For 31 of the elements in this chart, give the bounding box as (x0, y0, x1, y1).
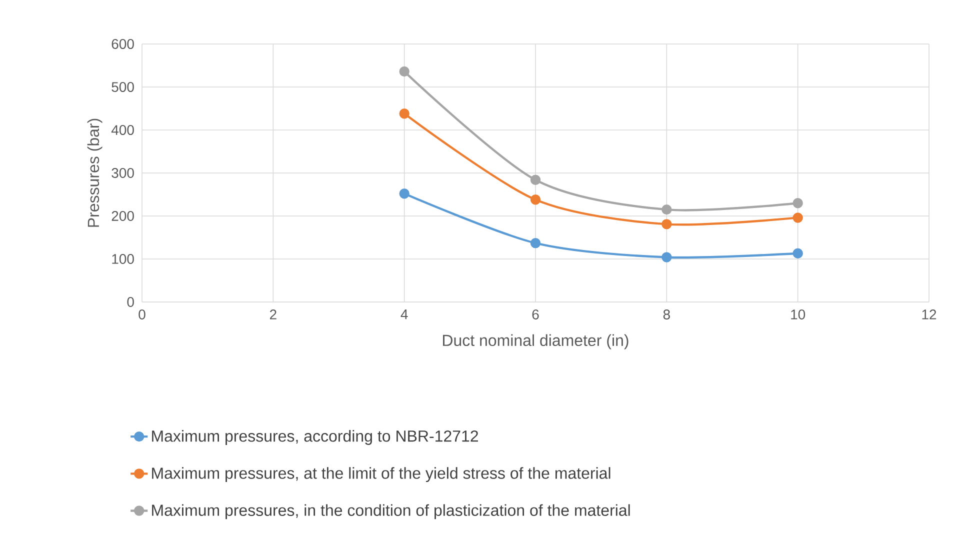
y-tick-label: 500 (112, 82, 134, 92)
point (662, 219, 672, 230)
y-tick-label: 300 (112, 168, 134, 178)
point (530, 238, 541, 248)
y-tick-label: 200 (112, 211, 134, 221)
legend-label: Maximum pressures, according to NBR-12712 (152, 430, 478, 445)
point (792, 248, 803, 259)
x-tick-label: 2 (270, 310, 276, 320)
y-axis-title: Pressures (bar) (87, 118, 102, 227)
point (662, 204, 672, 215)
y-tick-label: 600 (112, 39, 134, 49)
y-tick-label: 100 (112, 254, 134, 264)
point (399, 108, 410, 119)
point (399, 188, 410, 199)
x-tick-label: 6 (532, 310, 539, 320)
point (530, 174, 541, 185)
point (792, 212, 803, 223)
x-tick-label: 10 (791, 310, 806, 320)
point (399, 66, 410, 77)
point (530, 194, 541, 205)
legend-label: Maximum pressures, in the condition of plasticization of the material (152, 504, 630, 520)
x-tick-label: 0 (138, 310, 146, 320)
x-tick-label: 4 (400, 310, 408, 320)
y-tick-label: 0 (127, 297, 134, 307)
x-tick-label: 12 (922, 310, 936, 320)
point (662, 252, 672, 262)
legend-label: Maximum pressures, at the limit of the yield stress of the material (152, 467, 610, 482)
x-tick-label: 8 (663, 310, 670, 320)
point (792, 198, 803, 208)
y-tick-label: 400 (111, 125, 134, 135)
x-axis-title: Duct nominal diameter (in) (443, 334, 628, 350)
